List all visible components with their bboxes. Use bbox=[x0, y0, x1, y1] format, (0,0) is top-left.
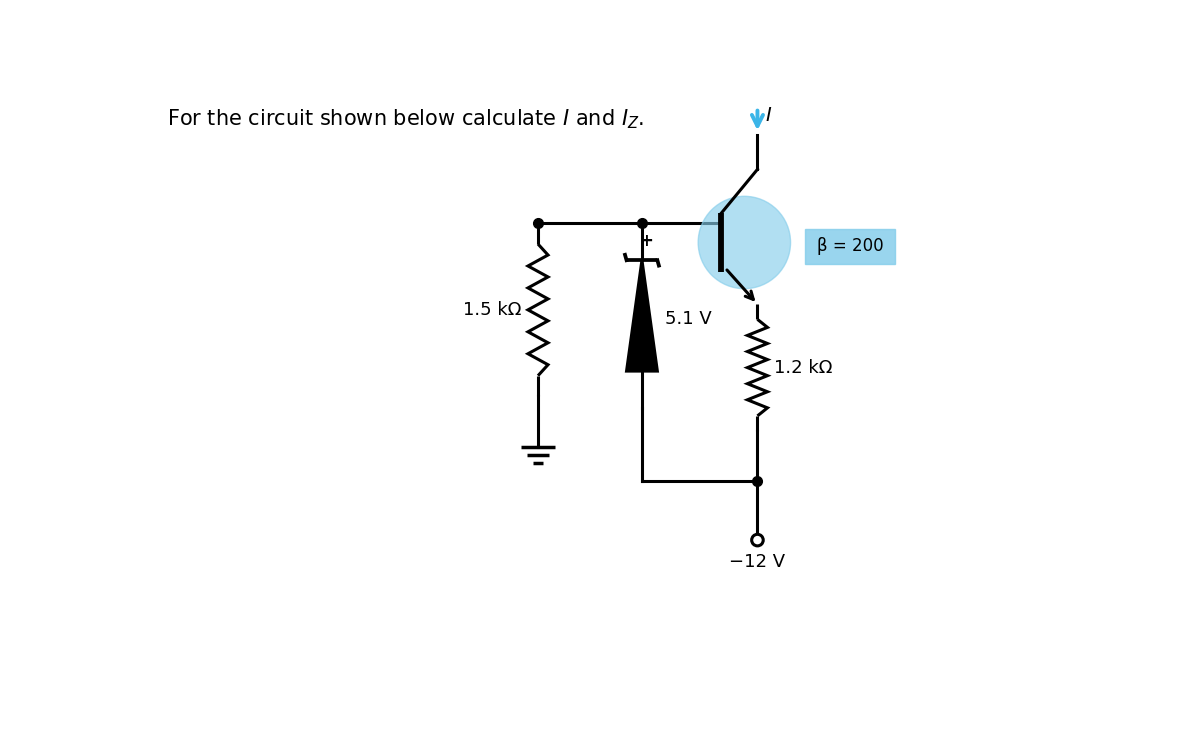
Text: +: + bbox=[640, 232, 654, 250]
Polygon shape bbox=[626, 260, 658, 371]
FancyBboxPatch shape bbox=[805, 229, 894, 264]
Circle shape bbox=[698, 197, 791, 289]
Text: −12 V: −12 V bbox=[730, 553, 786, 571]
Text: $I$: $I$ bbox=[766, 106, 773, 125]
Circle shape bbox=[751, 534, 763, 546]
Text: For the circuit shown below calculate $I$ and $I_Z$.: For the circuit shown below calculate $I… bbox=[167, 107, 644, 132]
Text: β = 200: β = 200 bbox=[816, 238, 883, 255]
Text: 5.1 V: 5.1 V bbox=[665, 311, 712, 328]
Text: 1.5 kΩ: 1.5 kΩ bbox=[463, 301, 521, 319]
Text: 1.2 kΩ: 1.2 kΩ bbox=[774, 359, 833, 376]
